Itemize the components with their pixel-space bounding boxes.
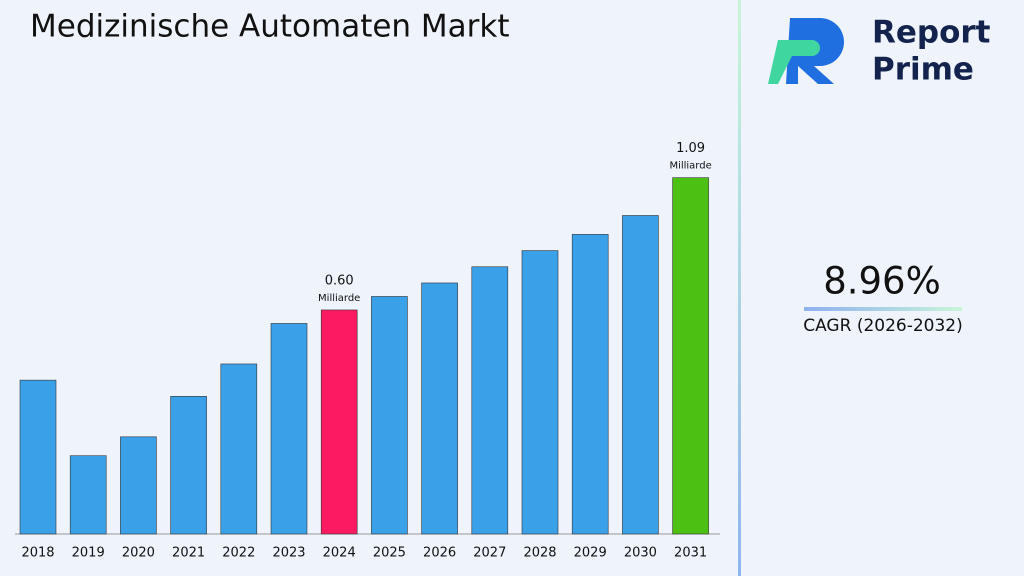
x-tick-label: 2027 [473,546,506,561]
bar [622,215,659,535]
bar [120,436,157,535]
divider [738,0,741,576]
bar [19,379,57,535]
x-tick-label: 2024 [323,546,356,561]
cagr-label: CAGR (2026-2032) [803,316,963,336]
x-tick-label: 2025 [373,546,406,561]
cagr-underline [804,307,962,311]
chart-title: Medizinische Automaten Markt [30,9,510,45]
value-label: 0.60 [325,273,354,288]
x-tick-label: 2029 [574,546,607,561]
x-tick-label: 2031 [674,546,707,561]
x-tick-label: 2021 [172,546,205,561]
x-tick-label: 2026 [423,546,456,561]
bar [69,455,107,535]
x-tick-label: 2018 [21,546,54,561]
logo [768,18,844,84]
bar [471,266,509,535]
bar [220,363,258,535]
bar [421,282,458,535]
brand-line1: Report [872,15,991,51]
value-unit: Milliarde [669,161,711,172]
bar [270,323,308,535]
x-tick-label: 2019 [72,546,105,561]
value-label: 1.09 [676,141,705,156]
bar [170,396,207,535]
x-tick-label: 2028 [523,546,556,561]
x-tick-label: 2023 [272,546,305,561]
cagr-value: 8.96% [823,260,941,303]
brand-line2: Prime [872,52,974,88]
bar [371,296,408,535]
value-unit: Milliarde [318,293,360,304]
x-tick-label: 2020 [122,546,155,561]
x-tick-label: 2022 [222,546,255,561]
bar [320,309,358,535]
bar [571,234,609,535]
x-tick-label: 2030 [624,546,657,561]
bar [672,177,709,535]
bar [521,250,559,535]
